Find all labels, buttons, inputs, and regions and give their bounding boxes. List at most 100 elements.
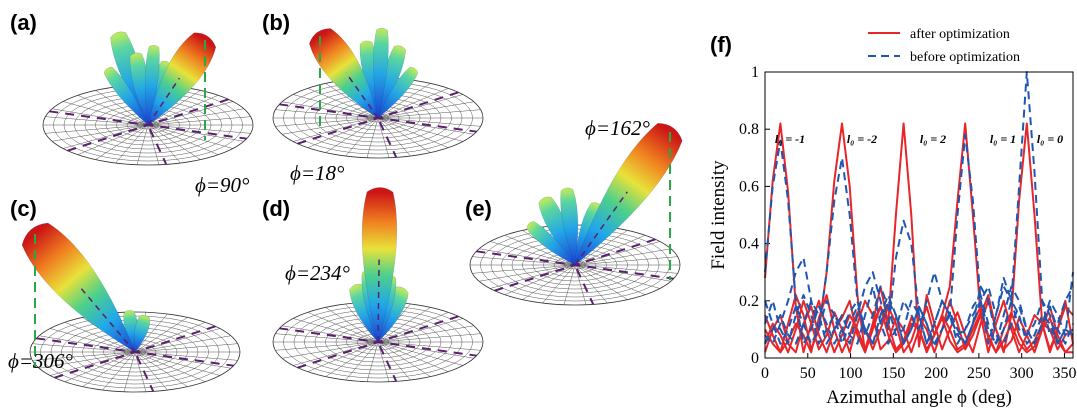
disc-spoke: [134, 351, 168, 391]
disc-spoke: [134, 322, 206, 353]
series-line: [764, 122, 1074, 354]
disc-spoke: [134, 351, 221, 376]
disc-spoke: [574, 264, 661, 289]
disc-spoke: [377, 307, 431, 343]
disc-spoke: [39, 351, 136, 369]
angle-label: ϕ=18°: [290, 161, 345, 185]
disc-spoke: [134, 317, 188, 353]
lobe: [103, 66, 149, 126]
annotation: l₀ = -1: [775, 132, 805, 146]
disc-spoke: [147, 108, 244, 126]
disc-spoke: [377, 117, 431, 153]
panel-label: (a): [10, 10, 37, 35]
series-line: [764, 71, 1074, 345]
legend-label: before optimization: [910, 50, 1020, 65]
disc-spoke: [377, 325, 474, 343]
disc-spoke: [574, 264, 608, 304]
x-tick-label: 0: [761, 365, 769, 382]
legend-label: after optimization: [910, 27, 1010, 42]
disc-spoke: [325, 307, 379, 343]
disc-spoke: [147, 124, 234, 149]
axis-dash: [128, 85, 168, 165]
x-tick-label: 350: [1052, 365, 1076, 382]
disc-spoke: [377, 341, 464, 366]
axis-dash: [555, 225, 595, 305]
annotation: l₀ = 0: [1037, 132, 1063, 146]
axis-dash: [115, 312, 155, 392]
disc-spoke: [77, 95, 149, 126]
disc-spoke: [504, 264, 576, 295]
panel-label: (d): [262, 196, 290, 221]
disc-spoke: [479, 264, 576, 282]
y-tick-label: 0.8: [739, 121, 759, 138]
disc-spoke: [325, 117, 379, 153]
disc-spoke: [134, 335, 231, 353]
x-tick-label: 300: [1010, 365, 1034, 382]
disc-spoke: [95, 90, 149, 126]
axis-dash: [358, 78, 398, 158]
disc-spoke: [574, 264, 587, 305]
series-line: [764, 133, 1074, 345]
lobe: [133, 314, 151, 353]
disc-spoke: [123, 351, 136, 392]
disc-spoke: [307, 117, 379, 148]
y-tick-label: 1: [751, 64, 759, 81]
disc-spoke: [134, 351, 147, 392]
disc-spoke: [377, 117, 390, 158]
x-tick-label: 100: [839, 365, 863, 382]
x-tick-label: 250: [967, 365, 991, 382]
disc-spoke: [307, 341, 379, 372]
disc-spoke: [32, 351, 136, 361]
panel-label: (e): [465, 196, 492, 221]
lobe: [377, 66, 419, 119]
axis-dash: [147, 77, 180, 126]
disc-spoke: [292, 318, 379, 343]
y-tick-label: 0.4: [739, 236, 759, 253]
series-line: [764, 139, 1074, 348]
axis-dash: [358, 302, 398, 382]
disc-spoke: [574, 230, 628, 266]
annotation: l₀ = -2: [847, 132, 877, 146]
panel-label: (b): [262, 10, 290, 35]
plot-frame: [764, 71, 1074, 359]
disc-spoke: [489, 241, 576, 266]
x-axis-label: Azimuthal angle ϕ (deg): [826, 387, 1012, 408]
disc-spoke: [574, 235, 646, 266]
disc-spoke: [366, 341, 379, 382]
disc-spoke: [325, 341, 379, 377]
angle-label: ϕ=162°: [585, 116, 651, 140]
disc-spoke: [345, 341, 379, 381]
disc-spoke: [147, 90, 201, 126]
disc-spoke: [574, 256, 678, 266]
disc-spoke: [147, 124, 219, 155]
disc-spoke: [377, 88, 449, 119]
disc-spoke: [282, 117, 379, 135]
disc-spoke: [472, 264, 576, 274]
disc-spoke: [377, 101, 474, 119]
disc-spoke: [574, 264, 646, 295]
disc-spoke: [134, 351, 206, 382]
x-tick-label: 50: [800, 365, 816, 382]
disc-spoke: [102, 351, 136, 391]
disc-spoke: [134, 343, 238, 353]
disc-spoke: [134, 351, 188, 387]
axis-dash: [574, 191, 628, 266]
disc-spoke: [77, 124, 149, 155]
disc-spoke: [95, 124, 149, 160]
axis-dash: [377, 259, 380, 343]
disc-spoke: [64, 351, 136, 382]
x-tick-label: 150: [881, 365, 905, 382]
angle-label: ϕ=306°: [8, 349, 74, 373]
lobe: [309, 28, 379, 119]
disc-spoke: [377, 109, 481, 119]
disc-spoke: [275, 117, 379, 127]
y-tick-label: 0.6: [739, 178, 759, 195]
disc-spoke: [45, 124, 149, 134]
y-tick-label: 0: [751, 350, 759, 367]
disc-spoke: [147, 124, 201, 160]
disc-spoke: [64, 322, 136, 353]
disc-spoke: [366, 117, 379, 158]
disc-spoke: [377, 117, 449, 148]
disc-spoke: [147, 116, 251, 126]
disc-spoke: [542, 264, 576, 304]
